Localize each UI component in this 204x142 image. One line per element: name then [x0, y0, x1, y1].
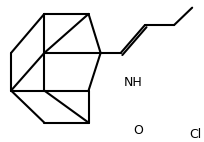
Text: O: O [133, 125, 143, 137]
Text: Cl: Cl [189, 128, 201, 141]
Text: NH: NH [124, 76, 143, 89]
